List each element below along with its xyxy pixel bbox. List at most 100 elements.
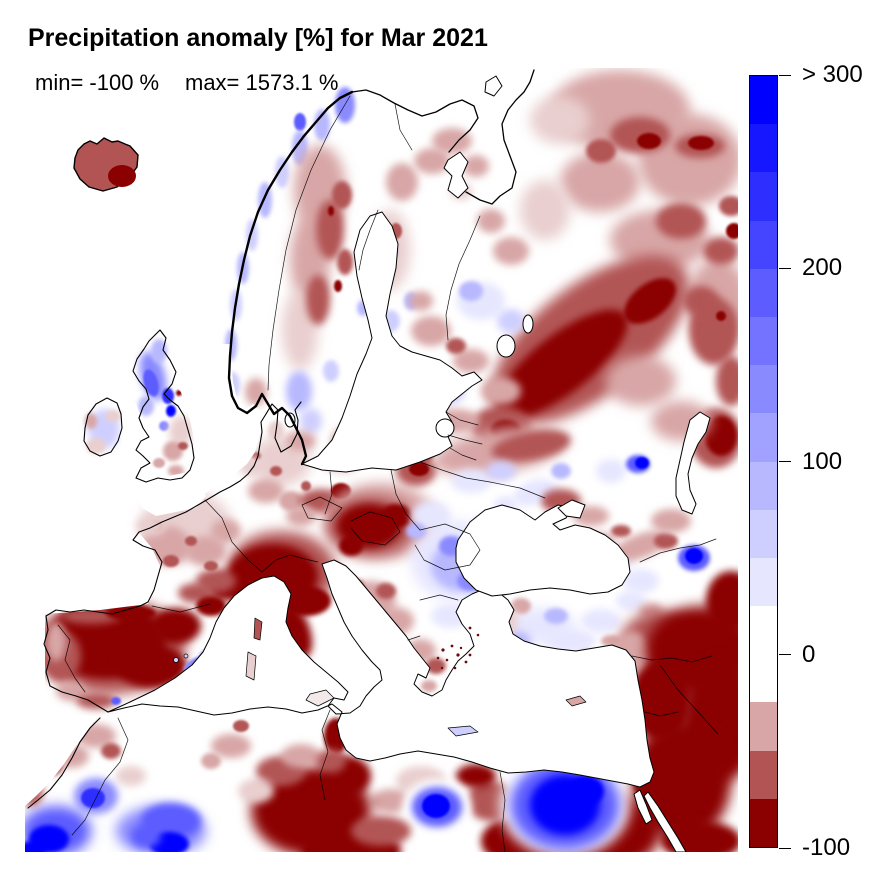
corsica [253, 617, 263, 641]
anomaly-blob [294, 113, 306, 131]
anomaly-blob [25, 841, 46, 852]
anomaly-blob [453, 349, 489, 373]
page-title: Precipitation anomaly [%] for Mar 2021 [28, 24, 488, 52]
black-sea [455, 504, 631, 597]
anomaly-blob [248, 479, 284, 503]
anomaly-blob [631, 661, 691, 741]
irish-sea [120, 404, 144, 452]
anomaly-blob [381, 504, 411, 528]
colorbar-segment [750, 654, 777, 703]
anomaly-blob [339, 536, 363, 556]
anomaly-blob [300, 408, 322, 434]
anomaly-blob [136, 516, 166, 536]
anomaly-blob [456, 764, 496, 788]
anomaly-blob [337, 249, 353, 275]
anomaly-blob [406, 523, 426, 539]
anomaly-blob [286, 371, 312, 411]
iberia-atlantic-coast [43, 601, 149, 713]
colorbar-segment [750, 76, 777, 125]
coastlines [27, 69, 535, 809]
anomaly-blob [616, 591, 646, 611]
anomaly-blob [279, 491, 303, 511]
anomaly-blob [245, 378, 267, 406]
anomaly-blob [76, 693, 116, 709]
caspian-sea [675, 411, 711, 515]
anomaly-blob [211, 734, 251, 758]
anomaly-blob [169, 416, 193, 446]
anomaly-blob [286, 506, 316, 526]
kanin-island [484, 75, 503, 97]
lake-ladoga [496, 334, 516, 358]
country-borders [57, 95, 719, 852]
anomaly-blob [334, 280, 342, 292]
anomaly-blob [486, 461, 516, 481]
anomaly-blob [411, 501, 451, 531]
anomaly-blob [520, 180, 570, 240]
colorbar-segment [750, 702, 777, 751]
ireland-coast [83, 397, 123, 457]
atlantic-morocco [25, 714, 98, 806]
anomaly-blob [481, 377, 521, 405]
anomaly-blob [275, 156, 289, 188]
colorbar-tick [779, 654, 791, 656]
anomaly-blob [371, 789, 411, 813]
anomaly-blob [351, 816, 411, 846]
colorbar-tick-label: -100 [802, 834, 851, 861]
colorbar-tick-label: > 300 [802, 61, 863, 88]
anomaly-blob [86, 438, 106, 454]
anomaly-blob [685, 548, 703, 564]
anomaly-blob [551, 463, 571, 479]
iceland [73, 137, 139, 192]
colorbar-tick [779, 847, 791, 849]
anomaly-blob [623, 569, 659, 593]
atlantic-portugal [25, 596, 45, 721]
kola-kanin-coast [465, 69, 535, 205]
anomaly-blob [493, 237, 529, 265]
sardinia [245, 651, 257, 681]
anomaly-blob [497, 309, 525, 333]
anomaly-blob [586, 139, 616, 163]
mallorca [173, 657, 179, 663]
anomaly-blob [414, 148, 450, 174]
anomaly-blob [546, 629, 596, 653]
menorca [183, 653, 189, 659]
anomaly-blob [151, 339, 167, 363]
anomaly-blob [46, 621, 66, 661]
anomaly-blob [316, 200, 344, 260]
anomaly-blob [544, 608, 568, 624]
anomaly-blob [301, 481, 311, 491]
baltic-sea [301, 211, 483, 473]
anomaly-blob [306, 275, 330, 325]
anomaly-blob [432, 128, 472, 154]
gulf-of-riga [435, 418, 455, 438]
anomaly-blob [716, 311, 726, 321]
anomaly-blob [716, 356, 738, 406]
norway-coast [227, 90, 354, 466]
anomaly-blob [459, 281, 483, 301]
colorbar-tick [779, 267, 791, 269]
anomaly-blob [56, 681, 86, 701]
anomaly-blob [596, 459, 626, 483]
anomaly-blob [151, 608, 201, 644]
anomaly-blob [131, 824, 161, 848]
colorbar-segment [750, 750, 777, 799]
sea-of-azov [557, 499, 586, 519]
anomaly-blob [316, 749, 346, 773]
anomaly-blob [163, 555, 179, 567]
anomaly-blob [726, 223, 738, 239]
anomaly-blob [651, 509, 691, 533]
anomaly-blob [656, 203, 706, 239]
anomaly-blob [328, 206, 334, 216]
anomaly-blob [703, 237, 738, 265]
anomaly-blob [81, 788, 105, 808]
anomaly-blob [386, 163, 418, 201]
anomaly-blob [116, 644, 186, 688]
anomaly-blob [166, 405, 176, 417]
mediterranean-sea [107, 559, 655, 788]
crete [447, 725, 479, 737]
anomaly-blob [688, 136, 714, 150]
anomaly-blob [463, 155, 489, 177]
morocco-atlantic-coast [27, 717, 101, 809]
anomaly-blob [426, 658, 446, 674]
